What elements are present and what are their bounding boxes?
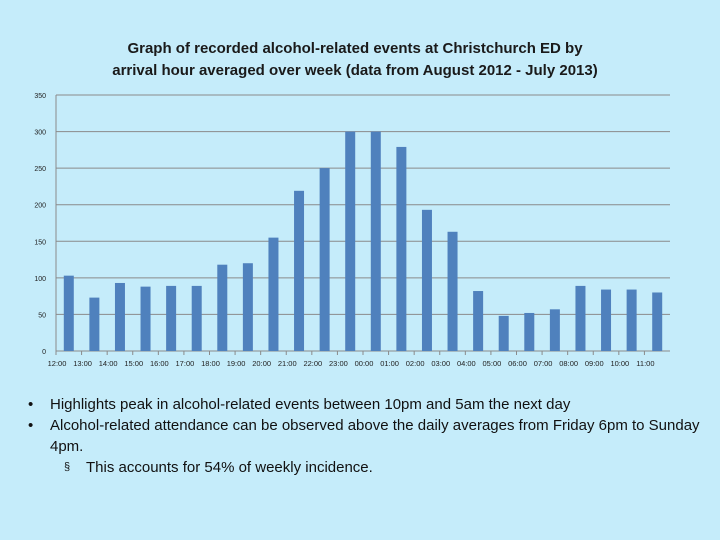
y-tick-label: 350 — [34, 93, 46, 100]
bar — [319, 168, 330, 351]
bar — [217, 264, 228, 351]
bullet-icon: • — [28, 417, 34, 434]
bar — [498, 315, 509, 351]
bar-chart: 0 50 100 150 200 250 300 350 12:00 13:00 14:00 15:0… — [34, 93, 670, 368]
bar — [140, 286, 151, 351]
bar — [63, 275, 74, 351]
bar — [191, 285, 202, 351]
x-tick-label: 15:00 — [124, 359, 143, 368]
bar — [345, 131, 356, 351]
x-tick-label: 18:00 — [201, 359, 220, 368]
bar — [473, 291, 484, 351]
x-tick-label: 07:00 — [534, 359, 553, 368]
y-tick-label: 200 — [34, 203, 46, 210]
x-tick-label: 14:00 — [99, 359, 118, 368]
x-tick-label: 03:00 — [431, 359, 450, 368]
bar — [242, 263, 253, 351]
x-tick-label: 06:00 — [508, 359, 527, 368]
bullet-item: • Alcohol-related attendance can be obse… — [28, 415, 708, 457]
bar — [601, 289, 612, 351]
y-tick-label: 50 — [38, 312, 46, 319]
bar — [114, 282, 125, 351]
bar — [396, 146, 407, 351]
y-tick-label: 300 — [34, 130, 46, 137]
x-tick-label: 19:00 — [227, 359, 246, 368]
x-tick-label: 16:00 — [150, 359, 169, 368]
x-tick-label: 22:00 — [303, 359, 322, 368]
bar — [370, 131, 381, 351]
y-tick-label: 250 — [34, 166, 46, 173]
sub-bullet-item: § This accounts for 54% of weekly incide… — [28, 457, 708, 478]
x-tick-label: 10:00 — [610, 359, 629, 368]
x-tick-label: 04:00 — [457, 359, 476, 368]
bar — [524, 312, 535, 351]
bullet-text: Highlights peak in alcohol-related event… — [50, 396, 571, 413]
x-tick-label: 02:00 — [406, 359, 425, 368]
x-tick-label: 00:00 — [355, 359, 374, 368]
x-tick-label: 12:00 — [48, 359, 67, 368]
x-tick-label: 08:00 — [559, 359, 578, 368]
x-tick-label: 13:00 — [73, 359, 92, 368]
bar — [549, 309, 560, 351]
chart-title-line-1: Graph of recorded alcohol-related events… — [127, 40, 583, 57]
bar — [575, 285, 586, 351]
x-tick-label: 09:00 — [585, 359, 604, 368]
x-tick-label: 11:00 — [636, 359, 654, 368]
bar — [268, 237, 279, 351]
bar — [652, 292, 663, 351]
bar — [447, 231, 458, 351]
x-tick-label: 05:00 — [483, 359, 502, 368]
x-tick-label: 20:00 — [252, 359, 271, 368]
y-tick-label: 150 — [34, 239, 46, 246]
bullet-text: Alcohol-related attendance can be observ… — [50, 417, 700, 455]
bullet-icon: • — [28, 396, 34, 413]
x-tick-label: 21:00 — [278, 359, 297, 368]
bullet-list: • Highlights peak in alcohol-related eve… — [28, 394, 708, 478]
bar — [294, 190, 305, 351]
bar — [626, 289, 637, 351]
chart-title: Graph of recorded alcohol-related events… — [60, 38, 650, 82]
y-tick-label: 0 — [42, 349, 46, 356]
x-tick-label: 17:00 — [176, 359, 195, 368]
bullet-item: • Highlights peak in alcohol-related eve… — [28, 394, 708, 415]
bar — [421, 209, 432, 351]
bar — [89, 297, 100, 351]
sub-bullet-text: This accounts for 54% of weekly incidenc… — [86, 459, 373, 476]
y-tick-label: 100 — [34, 276, 46, 283]
x-tick-label: 01:00 — [380, 359, 399, 368]
x-tick-label: 23:00 — [329, 359, 348, 368]
chart-title-line-2: arrival hour averaged over week (data fr… — [112, 62, 598, 79]
bar — [166, 285, 177, 351]
square-bullet-icon: § — [64, 461, 71, 473]
